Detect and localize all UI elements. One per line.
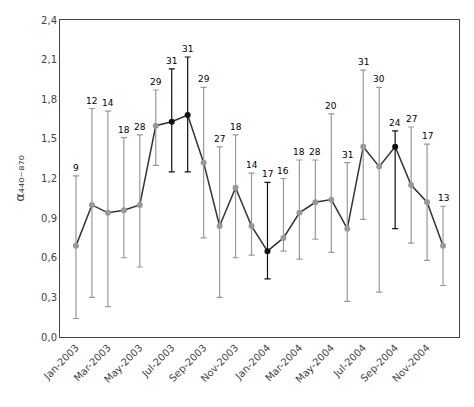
svg-text:Nov-2004: Nov-2004	[390, 342, 432, 384]
svg-text:14: 14	[102, 98, 114, 108]
svg-text:16: 16	[277, 166, 289, 176]
svg-text:Jan-2004: Jan-2004	[232, 342, 272, 382]
svg-text:28: 28	[134, 122, 146, 132]
svg-text:Jul-2003: Jul-2003	[139, 342, 177, 380]
svg-text:1,2: 1,2	[41, 173, 57, 184]
svg-text:Nov-2003: Nov-2003	[199, 342, 241, 384]
svg-text:18: 18	[118, 125, 130, 135]
svg-text:31: 31	[182, 44, 193, 54]
svg-text:13: 13	[438, 193, 449, 203]
svg-text:14: 14	[246, 160, 258, 170]
svg-text:27: 27	[214, 134, 225, 144]
svg-text:0,6: 0,6	[41, 252, 57, 263]
svg-text:Mar-2004: Mar-2004	[263, 342, 304, 383]
svg-text:Jul-2004: Jul-2004	[331, 342, 369, 380]
svg-text:24: 24	[389, 118, 401, 128]
svg-text:2,1: 2,1	[41, 54, 57, 65]
svg-text:17: 17	[422, 131, 433, 141]
svg-text:0,9: 0,9	[41, 213, 57, 224]
svg-text:27: 27	[406, 114, 417, 124]
svg-text:31: 31	[358, 57, 369, 67]
svg-text:31: 31	[166, 56, 177, 66]
svg-text:α₄₄₀₋₈₇₀: α₄₄₀₋₈₇₀	[12, 155, 27, 202]
svg-text:29: 29	[150, 77, 162, 87]
svg-text:20: 20	[325, 101, 337, 111]
svg-text:May-2003: May-2003	[102, 342, 145, 385]
svg-text:30: 30	[373, 74, 385, 84]
svg-text:18: 18	[230, 122, 242, 132]
svg-text:17: 17	[262, 169, 273, 179]
svg-text:0,3: 0,3	[41, 292, 57, 303]
svg-text:0,0: 0,0	[41, 332, 57, 343]
svg-text:Sep-2003: Sep-2003	[167, 342, 209, 384]
svg-text:Jan-2003: Jan-2003	[41, 342, 81, 382]
svg-text:18: 18	[293, 147, 305, 157]
svg-text:Mar-2003: Mar-2003	[72, 342, 113, 383]
svg-text:9: 9	[73, 163, 79, 173]
svg-text:1,5: 1,5	[41, 133, 57, 144]
svg-text:31: 31	[342, 150, 353, 160]
svg-text:May-2004: May-2004	[293, 342, 336, 385]
svg-text:2,4: 2,4	[41, 15, 57, 26]
svg-text:29: 29	[198, 74, 210, 84]
svg-text:Sep-2004: Sep-2004	[358, 342, 400, 384]
svg-text:1,8: 1,8	[41, 94, 57, 105]
svg-text:28: 28	[309, 147, 321, 157]
svg-text:12: 12	[86, 96, 97, 106]
